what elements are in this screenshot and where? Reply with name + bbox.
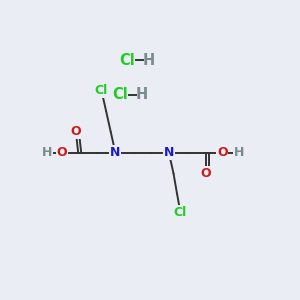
- Text: Cl: Cl: [174, 206, 187, 219]
- Text: O: O: [70, 125, 81, 138]
- Text: O: O: [57, 146, 67, 159]
- Text: H: H: [136, 87, 148, 102]
- Text: O: O: [217, 146, 228, 159]
- Text: H: H: [42, 146, 52, 159]
- Text: N: N: [110, 146, 121, 159]
- Text: O: O: [201, 167, 212, 180]
- Text: Cl: Cl: [112, 87, 128, 102]
- Text: H: H: [233, 146, 244, 159]
- Text: H: H: [143, 53, 155, 68]
- Text: N: N: [164, 146, 174, 159]
- Text: Cl: Cl: [95, 84, 108, 97]
- Text: Cl: Cl: [119, 53, 135, 68]
